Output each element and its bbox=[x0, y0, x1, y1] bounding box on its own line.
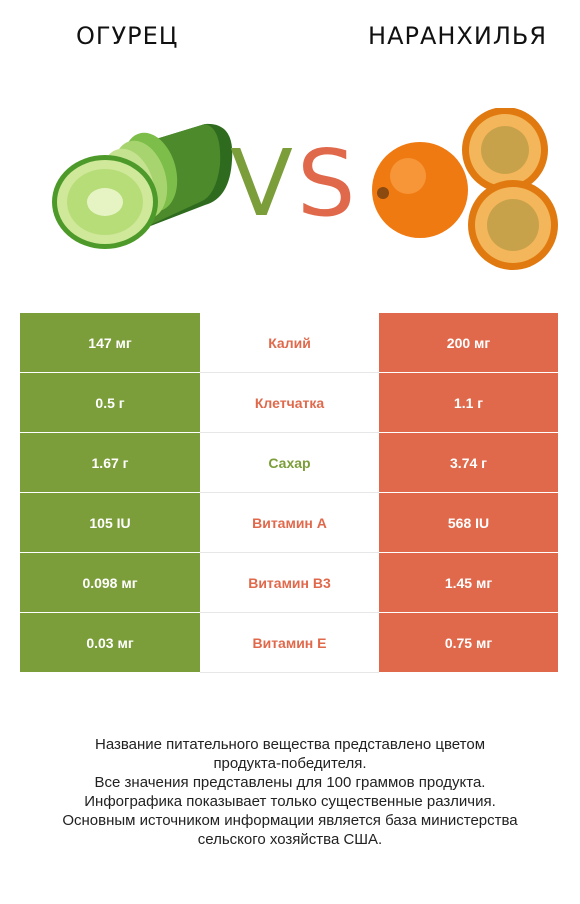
table-row: 1.67 г Сахар 3.74 г bbox=[20, 432, 558, 493]
vs-letter-s: S bbox=[297, 130, 356, 237]
footer-line: Инфографика показывает только существенн… bbox=[84, 793, 496, 810]
footer-line: продукта-победителя. bbox=[213, 755, 367, 772]
table-row: 0.098 мг Витамин B3 1.45 мг bbox=[20, 552, 558, 613]
left-value: 1.67 г bbox=[20, 432, 200, 493]
nutrient-name: Витамин B3 bbox=[200, 552, 379, 613]
right-value: 1.45 мг bbox=[379, 552, 558, 613]
nutrient-name: Калий bbox=[200, 313, 379, 373]
right-value: 200 мг bbox=[379, 313, 558, 373]
naranjilla-image bbox=[372, 108, 558, 270]
comparison-table: 147 мг Калий 200 мг 0.5 г Клетчатка 1.1 … bbox=[20, 313, 558, 673]
left-value: 105 IU bbox=[20, 492, 200, 553]
left-value: 0.03 мг bbox=[20, 612, 200, 673]
cucumber-image bbox=[52, 123, 233, 249]
right-value: 3.74 г bbox=[379, 432, 558, 493]
table-row: 0.5 г Клетчатка 1.1 г bbox=[20, 372, 558, 433]
table-row: 105 IU Витамин A 568 IU bbox=[20, 492, 558, 553]
vs-letter-v: V bbox=[230, 130, 293, 237]
table-row: 0.03 мг Витамин E 0.75 мг bbox=[20, 612, 558, 673]
right-value: 0.75 мг bbox=[379, 612, 558, 673]
footer-line: Основным источником информации является … bbox=[62, 812, 518, 829]
footer-line: Название питательного вещества представл… bbox=[94, 736, 486, 753]
right-value: 1.1 г bbox=[379, 372, 558, 433]
footer-line: Все значения представлены для 100 граммо… bbox=[94, 774, 486, 791]
table-row: 147 мг Калий 200 мг bbox=[20, 313, 558, 373]
nutrient-name: Витамин A bbox=[200, 492, 379, 553]
nutrient-name: Сахар bbox=[200, 432, 379, 493]
footer-notes: Название питательного вещества представл… bbox=[20, 735, 560, 849]
nutrient-name: Клетчатка bbox=[200, 372, 379, 433]
left-value: 0.5 г bbox=[20, 372, 200, 433]
hero-illustration bbox=[52, 108, 558, 270]
left-value: 147 мг bbox=[20, 313, 200, 373]
right-product-title: НАРАНХИЛЬЯ bbox=[368, 22, 547, 50]
left-product-title: ОГУРЕЦ bbox=[76, 22, 179, 50]
nutrient-name: Витамин E bbox=[200, 612, 379, 673]
right-value: 568 IU bbox=[379, 492, 558, 553]
footer-line: сельского хозяйства США. bbox=[197, 831, 383, 848]
left-value: 0.098 мг bbox=[20, 552, 200, 613]
